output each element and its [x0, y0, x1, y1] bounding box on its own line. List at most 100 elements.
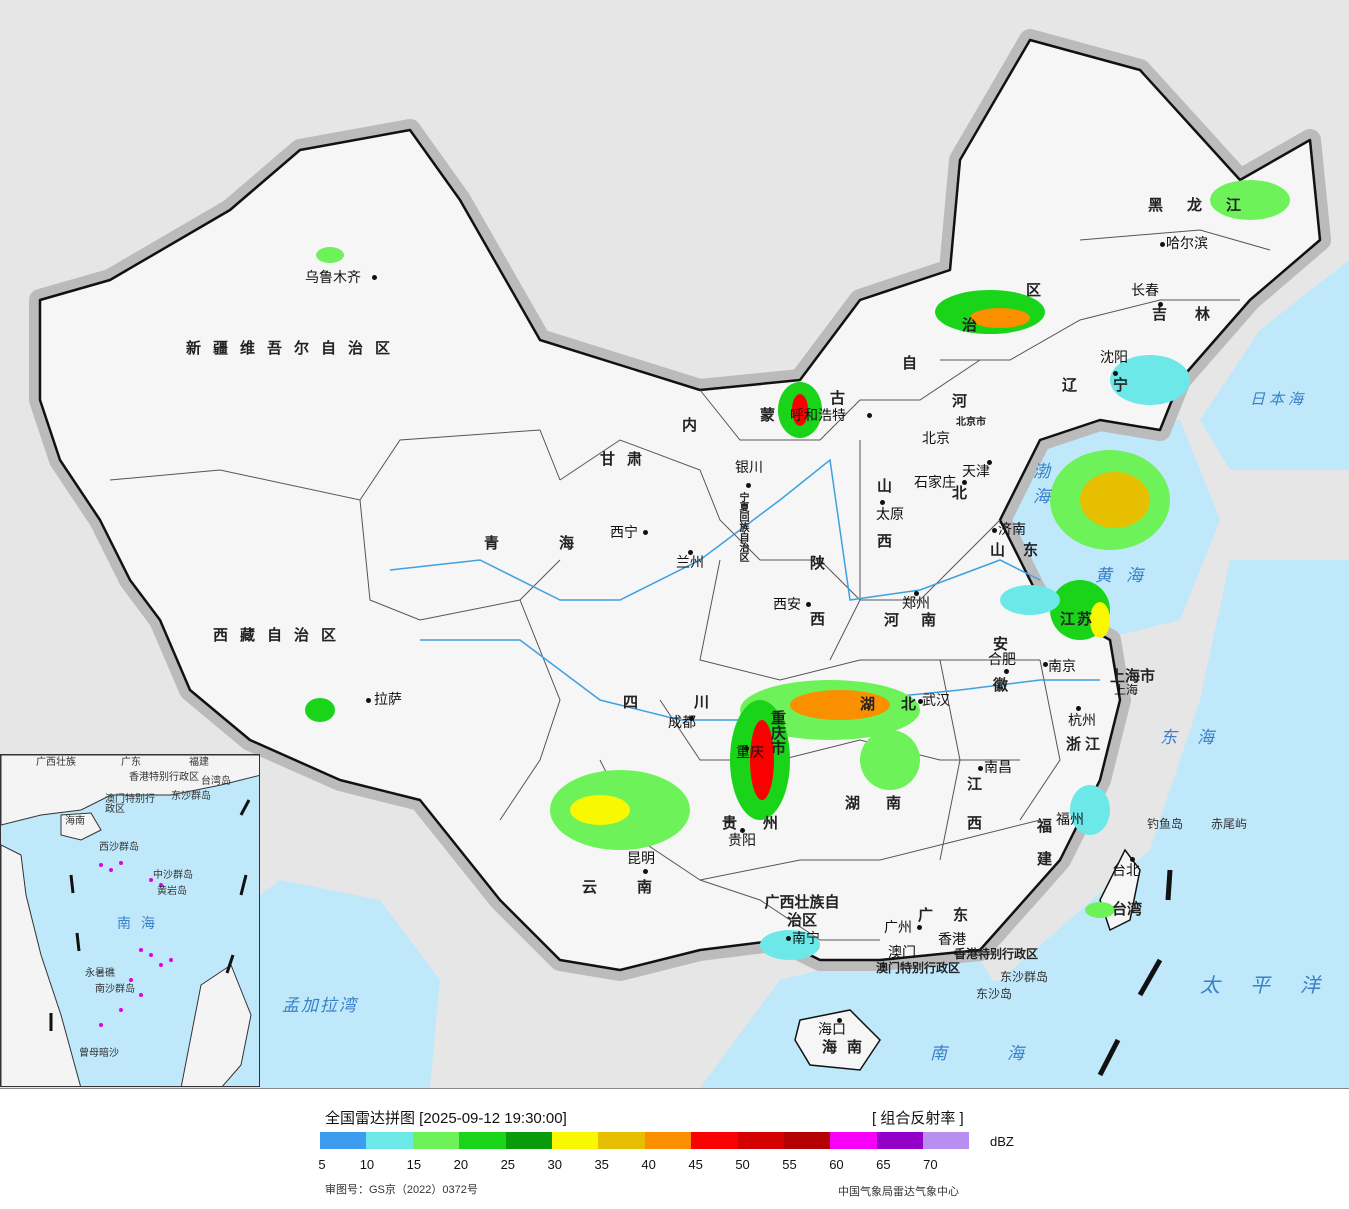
city-dot [918, 699, 923, 704]
label-gansu: 甘肃 [600, 450, 655, 468]
city-xian[interactable]: 西安 [773, 597, 801, 613]
city-shenyang[interactable]: 沈阳 [1100, 350, 1128, 366]
legend-tick: 55 [782, 1157, 797, 1172]
city-dot [837, 1018, 842, 1023]
inset-graphic [1, 755, 259, 1086]
legend-tick: 70 [923, 1157, 938, 1172]
legend-tick: 65 [876, 1157, 891, 1172]
sea-south: 南海 [930, 1044, 1084, 1064]
legend-product: [ 组合反射率 ] [872, 1110, 964, 1127]
label-nmg-2: 蒙 [760, 406, 788, 424]
sea-east: 东海 [1160, 728, 1234, 748]
island-dongsha: 东沙岛 [976, 987, 1013, 1001]
legend-swatch [551, 1132, 599, 1149]
label-shaanxi-2: 西 [810, 610, 838, 628]
south-sea-main [700, 960, 1060, 1088]
city-yinchuan[interactable]: 银川 [735, 460, 763, 476]
city-nanning[interactable]: 南宁 [792, 931, 820, 947]
label-hubei: 湖北 [860, 695, 943, 713]
city-fuzhou[interactable]: 福州 [1056, 812, 1084, 828]
legend-color-bar [320, 1132, 970, 1149]
sea-bengal: 孟加拉湾 [282, 996, 358, 1016]
inset-zhongsha: 中沙群岛 [153, 870, 193, 881]
city-guiyang[interactable]: 贵阳 [728, 833, 756, 849]
label-sichuan: 四川 [623, 693, 766, 711]
legend-panel: 全国雷达拼图 [2025-09-12 19:30:00] [ 组合反射率 ] d… [0, 1088, 1349, 1209]
label-heilongjiang: 黑龙江 [1148, 196, 1266, 214]
city-hefei[interactable]: 合肥 [988, 652, 1016, 668]
label-shandong: 山东 [990, 541, 1057, 559]
legend-swatch [691, 1132, 738, 1149]
legend-swatch [459, 1132, 506, 1149]
legend-tick: 20 [453, 1157, 469, 1172]
city-wuhan[interactable]: 武汉 [922, 693, 950, 709]
legend-title: 全国雷达拼图 [2025-09-12 19:30:00] [325, 1110, 567, 1127]
city-macau[interactable]: 澳门 [888, 945, 916, 961]
city-dot [962, 480, 967, 485]
label-xizang: 西藏自治区 [213, 626, 349, 644]
city-dot [1130, 857, 1135, 862]
source-org: 中国气象局雷达气象中心 [838, 1186, 959, 1198]
city-hangzhou[interactable]: 杭州 [1068, 713, 1096, 729]
south-china-sea-inset[interactable]: 广东 广西壮族 福建 台湾岛 香港特别行政区 澳门特别行政区 东沙群岛 海南 西… [0, 754, 260, 1087]
city-dot [688, 550, 693, 555]
legend-swatch [320, 1132, 367, 1149]
city-chongqing[interactable]: 重庆 [736, 745, 764, 761]
city-dot [643, 530, 648, 535]
city-urumqi[interactable]: 乌鲁木齐 [305, 270, 361, 286]
city-guangzhou[interactable]: 广州 [884, 920, 912, 936]
label-nmg-4: 自 [902, 354, 930, 372]
radar-map[interactable]: 新疆维吾尔自治区 西藏自治区 青海 甘肃 内 蒙 古 自 治 区 黑龙江 吉林 … [0, 0, 1349, 1088]
approval-number: 审图号：GS京（2022）0372号 [325, 1184, 478, 1196]
city-shanghai[interactable]: 上海 [1114, 683, 1139, 697]
china-land [38, 38, 1322, 972]
city-dot [1113, 371, 1118, 376]
city-jinan[interactable]: 济南 [998, 522, 1026, 538]
label-zhejiang: 浙江 [1066, 735, 1105, 753]
inset-dongsha: 东沙群岛 [171, 791, 211, 802]
city-nanjing[interactable]: 南京 [1048, 659, 1076, 675]
city-haikou[interactable]: 海口 [818, 1022, 846, 1038]
city-xining[interactable]: 西宁 [610, 525, 638, 541]
pacific-sea [760, 560, 1349, 1088]
legend-tick: 10 [359, 1157, 375, 1172]
legend-tick: 40 [641, 1157, 656, 1172]
legend-swatch [644, 1132, 692, 1149]
city-dot [366, 698, 371, 703]
city-beijing[interactable]: 北京 [922, 431, 950, 447]
label-guangxi: 广西壮族自治区 [764, 893, 840, 929]
city-hongkong[interactable]: 香港 [938, 932, 966, 948]
city-lanzhou[interactable]: 兰州 [676, 555, 704, 571]
city-hohhot[interactable]: 呼和浩特 [790, 408, 846, 424]
city-tianjin[interactable]: 天津 [962, 464, 990, 480]
sea-pacific: 太平洋 [1200, 973, 1349, 997]
label-jiangsu: 江苏 [1060, 610, 1095, 628]
label-ningxia: 宁夏回族自治区 [737, 492, 748, 562]
island-chiwei: 赤尾屿 [1211, 817, 1248, 831]
city-dot [1076, 706, 1081, 711]
inset-nansha: 南沙群岛 [95, 984, 135, 995]
label-beijing-city: 北京市 [956, 417, 986, 428]
label-macau-sar: 澳门特别行政区 [876, 961, 961, 975]
label-hunan: 湖南 [845, 794, 928, 812]
city-harbin[interactable]: 哈尔滨 [1166, 236, 1208, 252]
city-kunming[interactable]: 昆明 [627, 851, 655, 867]
label-guizhou: 贵州 [722, 814, 805, 832]
sea-japan: 日本海 [1250, 390, 1308, 408]
city-lhasa[interactable]: 拉萨 [374, 692, 402, 708]
city-taiyuan[interactable]: 太原 [876, 507, 904, 523]
city-dot [1160, 242, 1165, 247]
city-nanchang[interactable]: 南昌 [984, 760, 1012, 776]
label-xinjiang: 新疆维吾尔自治区 [186, 339, 403, 357]
legend-tick: 30 [547, 1157, 562, 1172]
label-shanxi: 山西 [875, 478, 893, 588]
label-shanghai: 上海市 [1110, 667, 1156, 685]
city-taipei[interactable]: 台北 [1112, 863, 1140, 879]
city-dot [643, 869, 648, 874]
legend-unit: dBZ [990, 1134, 1014, 1149]
city-changchun[interactable]: 长春 [1131, 283, 1159, 299]
legend-swatch [783, 1132, 831, 1149]
city-shijiazhuang[interactable]: 石家庄 [914, 475, 956, 491]
city-zhengzhou[interactable]: 郑州 [902, 596, 930, 612]
city-chengdu[interactable]: 成都 [668, 715, 696, 731]
